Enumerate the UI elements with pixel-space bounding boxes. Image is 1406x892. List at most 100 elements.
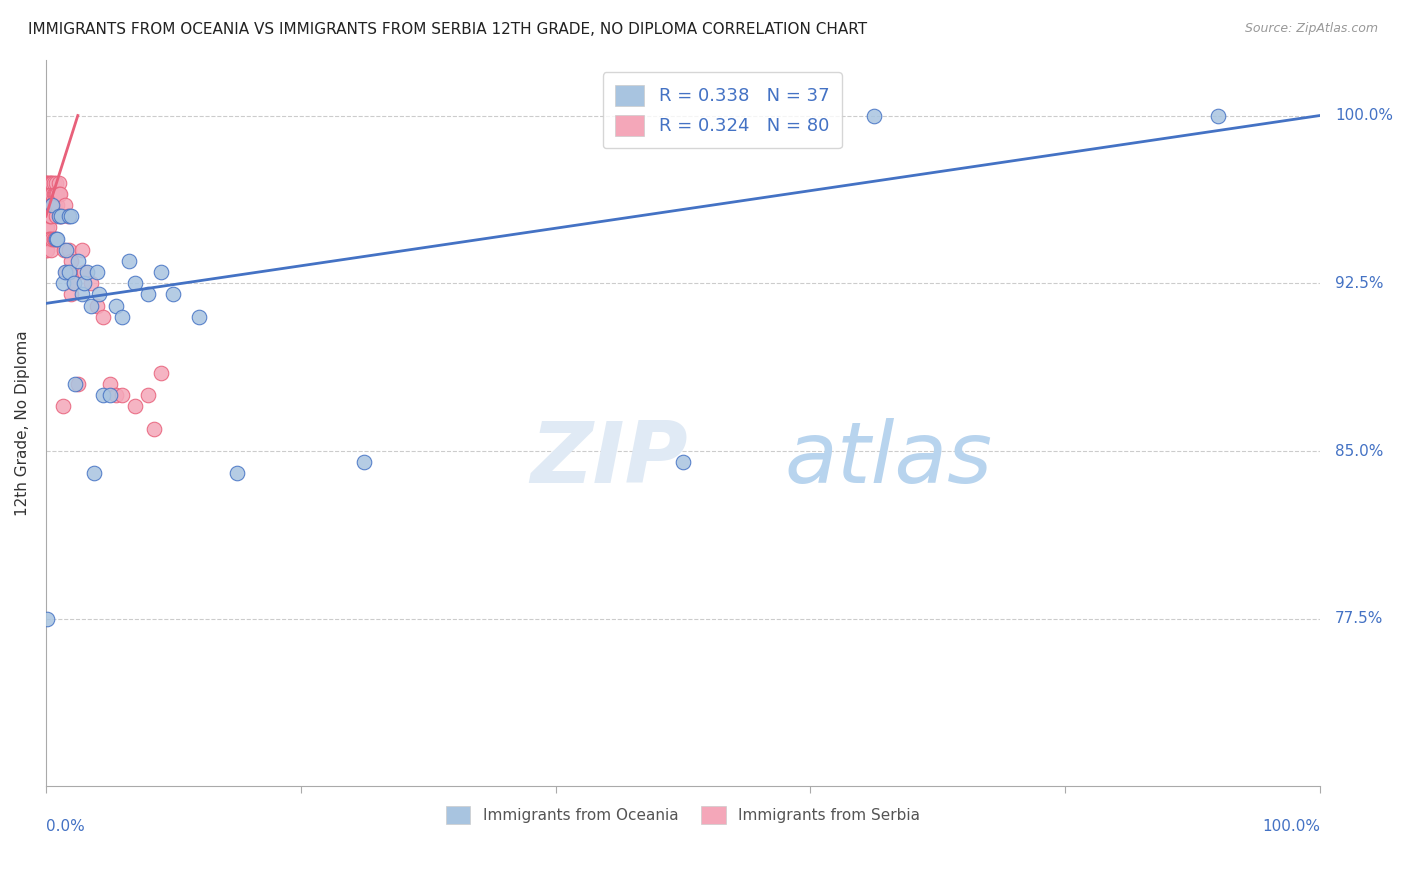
- Point: [35, 176, 58, 190]
- Point: [44, 198, 66, 212]
- Point: [76, 265, 98, 279]
- Point: [91, 310, 114, 324]
- Point: [49, 209, 72, 223]
- Text: Source: ZipAtlas.com: Source: ZipAtlas.com: [1244, 22, 1378, 36]
- Text: ZIP: ZIP: [530, 417, 688, 501]
- Point: [38, 220, 60, 235]
- Point: [58, 209, 80, 223]
- Point: [53, 265, 76, 279]
- Point: [136, 388, 159, 402]
- Point: [79, 299, 101, 313]
- Point: [149, 366, 172, 380]
- Point: [38, 176, 60, 190]
- Point: [37, 231, 59, 245]
- Point: [124, 277, 146, 291]
- Text: 92.5%: 92.5%: [1336, 276, 1384, 291]
- Text: 100.0%: 100.0%: [1263, 819, 1320, 834]
- Point: [51, 209, 73, 223]
- Point: [105, 388, 128, 402]
- Point: [55, 243, 77, 257]
- Point: [672, 455, 695, 469]
- Point: [39, 198, 62, 212]
- Point: [66, 253, 89, 268]
- Point: [70, 243, 93, 257]
- Point: [1206, 109, 1229, 123]
- Point: [37, 243, 59, 257]
- Point: [60, 287, 83, 301]
- Point: [48, 209, 70, 223]
- Point: [48, 176, 70, 190]
- Text: 85.0%: 85.0%: [1336, 443, 1384, 458]
- Point: [38, 231, 60, 245]
- Point: [51, 399, 73, 413]
- Point: [162, 287, 184, 301]
- Point: [38, 186, 60, 201]
- Point: [60, 253, 83, 268]
- Point: [41, 198, 63, 212]
- Point: [44, 231, 66, 245]
- Point: [51, 277, 73, 291]
- Point: [56, 209, 79, 223]
- Point: [41, 231, 63, 245]
- Point: [35, 209, 58, 223]
- Point: [35, 198, 58, 212]
- Point: [38, 209, 60, 223]
- Point: [38, 176, 60, 190]
- Point: [37, 198, 59, 212]
- Point: [46, 198, 69, 212]
- Point: [51, 209, 73, 223]
- Point: [39, 209, 62, 223]
- Point: [83, 467, 105, 481]
- Point: [863, 109, 886, 123]
- Point: [143, 422, 166, 436]
- Point: [39, 243, 62, 257]
- Point: [42, 176, 65, 190]
- Point: [91, 388, 114, 402]
- Point: [38, 198, 60, 212]
- Point: [73, 277, 96, 291]
- Text: 0.0%: 0.0%: [46, 819, 84, 834]
- Point: [46, 231, 69, 245]
- Point: [89, 287, 111, 301]
- Point: [70, 287, 93, 301]
- Point: [35, 186, 58, 201]
- Point: [42, 198, 65, 212]
- Point: [35, 198, 58, 212]
- Point: [65, 376, 87, 391]
- Point: [353, 455, 375, 469]
- Point: [66, 376, 89, 391]
- Point: [37, 612, 59, 626]
- Point: [37, 186, 59, 201]
- Text: 77.5%: 77.5%: [1336, 611, 1384, 626]
- Point: [49, 186, 72, 201]
- Point: [105, 299, 128, 313]
- Point: [45, 231, 67, 245]
- Point: [111, 310, 134, 324]
- Point: [37, 220, 59, 235]
- Point: [35, 198, 58, 212]
- Point: [35, 186, 58, 201]
- Point: [38, 186, 60, 201]
- Point: [37, 176, 59, 190]
- Y-axis label: 12th Grade, No Diploma: 12th Grade, No Diploma: [15, 330, 30, 516]
- Point: [53, 198, 76, 212]
- Point: [37, 209, 59, 223]
- Text: atlas: atlas: [785, 417, 993, 501]
- Point: [86, 265, 108, 279]
- Point: [136, 287, 159, 301]
- Point: [35, 209, 58, 223]
- Point: [39, 186, 62, 201]
- Point: [118, 253, 141, 268]
- Point: [38, 209, 60, 223]
- Point: [79, 277, 101, 291]
- Point: [35, 176, 58, 190]
- Point: [63, 277, 86, 291]
- Point: [45, 186, 67, 201]
- Point: [44, 186, 66, 201]
- Point: [35, 220, 58, 235]
- Point: [42, 186, 65, 201]
- Point: [41, 176, 63, 190]
- Point: [38, 198, 60, 212]
- Point: [98, 376, 121, 391]
- Point: [39, 176, 62, 190]
